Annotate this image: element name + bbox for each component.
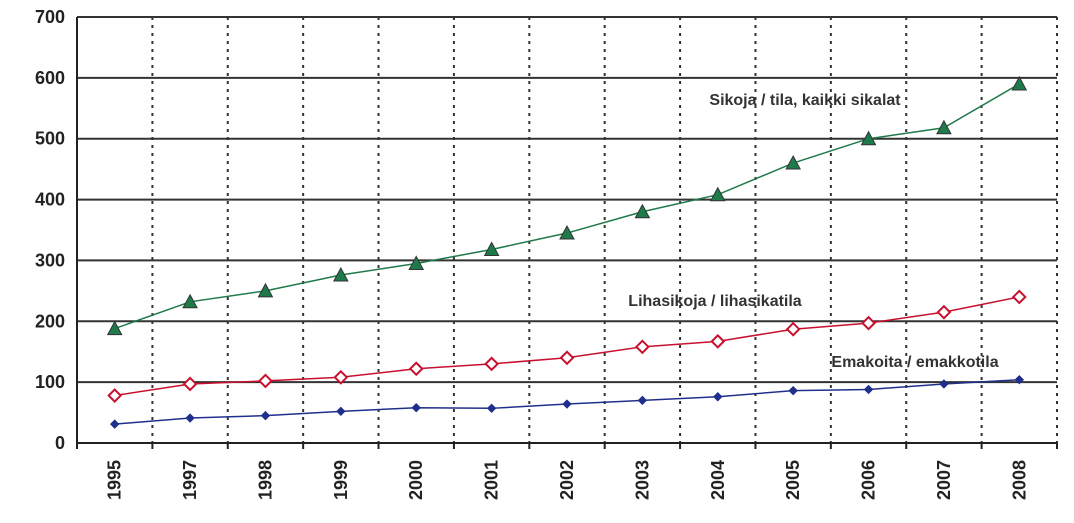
data-point bbox=[408, 361, 424, 377]
data-point bbox=[107, 388, 123, 403]
data-point bbox=[411, 402, 421, 413]
x-tick-label: 2005 bbox=[783, 460, 803, 500]
data-point bbox=[1011, 289, 1027, 305]
x-tick-label: 2007 bbox=[934, 460, 954, 500]
series-labels: Sikoja / tila, kaikki sikalat Lihasikoja … bbox=[628, 92, 998, 371]
data-point bbox=[185, 413, 195, 423]
data-point bbox=[106, 320, 123, 336]
y-tick-label: 400 bbox=[35, 190, 65, 210]
data-point bbox=[1011, 75, 1028, 91]
series-label: Emakoita / emakkotila bbox=[831, 354, 998, 371]
series-line bbox=[114, 296, 1020, 397]
x-tick-label: 1999 bbox=[331, 460, 351, 500]
x-tick-label: 1995 bbox=[105, 460, 125, 500]
y-tick-label: 500 bbox=[35, 129, 65, 149]
data-point bbox=[559, 350, 575, 366]
data-point bbox=[486, 403, 497, 414]
data-point bbox=[788, 385, 798, 396]
data-point bbox=[484, 356, 500, 372]
data-point bbox=[710, 333, 726, 349]
x-tick-label: 2000 bbox=[406, 460, 426, 500]
series-line bbox=[114, 83, 1020, 330]
data-point bbox=[483, 241, 500, 256]
series bbox=[106, 75, 1028, 336]
x-tick-label: 2004 bbox=[708, 460, 728, 500]
data-point bbox=[634, 339, 650, 355]
series bbox=[109, 375, 1025, 429]
x-tick-label: 2002 bbox=[557, 460, 577, 500]
x-tick-label: 1997 bbox=[180, 460, 200, 500]
data-point bbox=[260, 410, 271, 421]
data-point bbox=[785, 321, 801, 337]
y-tick-label: 0 bbox=[55, 433, 65, 453]
data-point bbox=[258, 373, 273, 389]
data-point bbox=[408, 255, 425, 270]
data-point bbox=[333, 266, 349, 282]
y-tick-label: 700 bbox=[35, 7, 65, 27]
data-point bbox=[109, 419, 120, 429]
y-tick-label: 100 bbox=[35, 372, 65, 392]
grid bbox=[76, 16, 1058, 444]
x-tick-label: 2003 bbox=[632, 460, 652, 500]
x-tick-label: 2008 bbox=[1009, 460, 1029, 500]
data-point bbox=[939, 379, 949, 389]
series-label: Lihasikoja / lihasikatila bbox=[628, 293, 802, 310]
data-point bbox=[336, 406, 346, 417]
data-point bbox=[709, 186, 726, 202]
y-tick-label: 200 bbox=[35, 311, 65, 331]
data-point bbox=[182, 293, 198, 309]
data-point bbox=[936, 304, 952, 320]
data-point bbox=[863, 384, 874, 395]
data-point bbox=[860, 130, 877, 146]
data-point bbox=[713, 392, 723, 402]
data-point bbox=[785, 155, 801, 170]
y-tick-label: 600 bbox=[35, 68, 65, 88]
x-tick-label: 2001 bbox=[482, 460, 502, 500]
data-point bbox=[562, 399, 572, 409]
series-group bbox=[106, 75, 1028, 429]
data-point bbox=[634, 203, 651, 219]
axes: 0 100 200 300 400 500 600 700 1995 1997 1998 1999 20… bbox=[35, 7, 1058, 500]
y-tick-label: 300 bbox=[35, 250, 65, 270]
series-label: Sikoja / tila, kaikki sikalat bbox=[709, 92, 901, 109]
x-tick-label: 1998 bbox=[255, 460, 275, 500]
x-tick-label: 2006 bbox=[859, 460, 879, 500]
data-point bbox=[936, 119, 952, 135]
data-point bbox=[861, 315, 876, 331]
data-point bbox=[182, 376, 198, 392]
data-point bbox=[559, 224, 575, 240]
data-point bbox=[637, 395, 648, 406]
series bbox=[107, 289, 1027, 403]
data-point bbox=[333, 369, 349, 385]
data-point bbox=[257, 282, 274, 298]
data-point bbox=[1014, 375, 1025, 385]
